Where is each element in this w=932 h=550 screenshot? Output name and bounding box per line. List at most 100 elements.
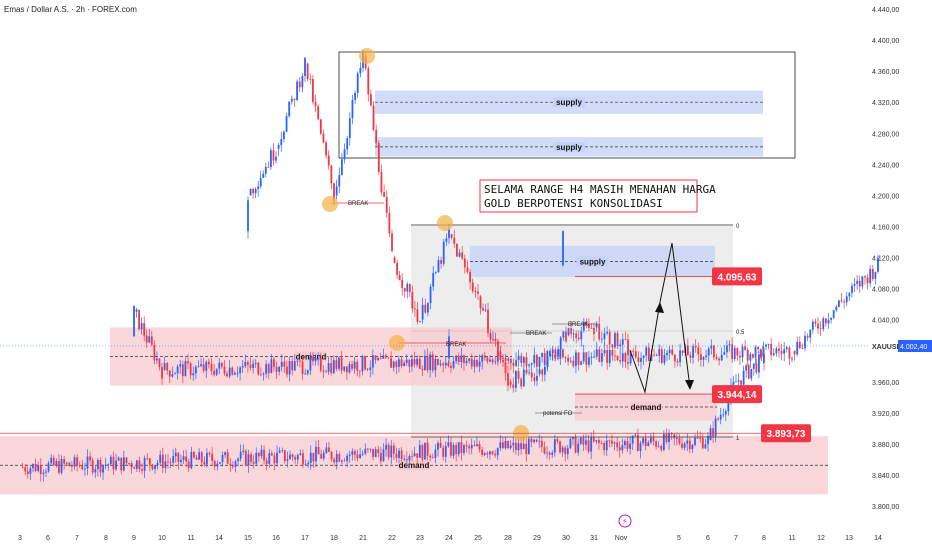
candle-body: [528, 372, 530, 374]
candle-body: [798, 341, 801, 348]
candle-body: [224, 452, 227, 456]
candle-body: [244, 450, 247, 466]
lightning-icon[interactable]: [618, 514, 632, 528]
candle-body: [796, 341, 799, 355]
candle-body: [775, 348, 778, 354]
y-tick-label: 3.920,00: [872, 411, 899, 418]
candle-body: [280, 139, 283, 146]
candle-body: [156, 462, 159, 466]
candle-body: [293, 361, 296, 371]
candle-body: [707, 348, 710, 356]
x-tick-label: 8: [104, 535, 108, 542]
candle-body: [757, 346, 760, 350]
candle-body: [325, 142, 327, 156]
candle-body: [655, 441, 657, 447]
candle-body: [153, 344, 156, 361]
candle-body: [478, 444, 481, 450]
candle-body: [252, 461, 255, 464]
candle-body: [559, 349, 562, 359]
candle-body: [84, 468, 86, 470]
candle-body: [309, 452, 312, 463]
candle-body: [455, 355, 458, 362]
candle-body: [257, 186, 260, 190]
candle-body: [652, 437, 655, 442]
candle-body: [559, 441, 561, 453]
fib-0-label: 0: [736, 224, 740, 230]
candle-body: [408, 359, 411, 367]
candle-body: [639, 443, 642, 452]
candle-body: [479, 296, 482, 309]
demand-label: demand: [399, 461, 430, 470]
candle-body: [309, 357, 312, 371]
candle-body: [437, 442, 439, 450]
candle-body: [590, 327, 593, 329]
candle-body: [592, 437, 595, 442]
candle-body: [806, 335, 809, 338]
candle-body: [574, 437, 577, 453]
candle-body: [688, 440, 691, 450]
candle-body: [614, 333, 616, 348]
price-tag-label: 3.893,73: [767, 429, 806, 440]
candle-body: [585, 440, 587, 445]
candle-body: [285, 115, 288, 132]
supply-label: supply: [580, 257, 606, 266]
candle-body: [440, 260, 442, 264]
y-tick-label: 4.360,00: [872, 69, 899, 76]
candle-body: [273, 359, 275, 368]
candle-body: [450, 442, 452, 456]
candle-body: [283, 131, 285, 140]
candle-body: [42, 472, 45, 475]
candle-body: [174, 373, 176, 375]
candle-body: [322, 133, 325, 143]
candle-body: [705, 355, 707, 358]
candle-body: [476, 444, 478, 447]
candle-body: [244, 361, 247, 367]
candle-body: [525, 443, 528, 455]
candle-body: [723, 352, 726, 355]
candles-layer: [21, 49, 879, 482]
highlight-circle: [359, 48, 375, 64]
candle-body: [535, 355, 538, 367]
lightning-glyph: ⚡: [622, 517, 628, 526]
candle-body: [744, 346, 747, 351]
candle-body: [538, 357, 541, 367]
candle-body: [655, 354, 658, 356]
candle-body: [341, 159, 343, 175]
candle-body: [605, 440, 608, 451]
candle-body: [236, 373, 239, 374]
candle-body: [335, 186, 338, 196]
x-tick-label: 30: [562, 535, 570, 542]
candle-body: [455, 444, 458, 455]
candle-body: [418, 445, 421, 458]
candle-body: [457, 442, 460, 455]
candle-body: [453, 237, 456, 244]
x-tick-label: Nov: [615, 535, 628, 542]
candle-body: [811, 321, 814, 330]
candle-body: [458, 252, 461, 257]
candle-body: [527, 438, 530, 455]
candle-body: [260, 449, 263, 457]
candle-body: [275, 367, 278, 372]
candle-body: [499, 356, 502, 360]
candle-body: [411, 456, 413, 457]
candle-body: [832, 310, 835, 318]
candle-body: [517, 371, 520, 379]
candle-body: [822, 318, 825, 330]
candle-body: [541, 353, 543, 358]
candle-body: [741, 346, 744, 358]
candle-body: [411, 359, 413, 367]
candle-body: [600, 442, 603, 444]
candle-body: [406, 283, 409, 292]
candle-body: [780, 351, 783, 354]
candle-body: [660, 349, 663, 363]
candle-body: [195, 457, 198, 460]
candle-body: [431, 457, 434, 459]
y-tick-label: 4.040,00: [872, 318, 899, 325]
candle-body: [309, 78, 312, 80]
candle-body: [691, 444, 694, 450]
candle-body: [275, 156, 277, 161]
candle-body: [824, 318, 827, 324]
note-line-2: GOLD BERPOTENSI KONSOLIDASI: [484, 197, 663, 210]
zone-label-bg: [553, 141, 585, 152]
candle-body: [241, 366, 244, 368]
